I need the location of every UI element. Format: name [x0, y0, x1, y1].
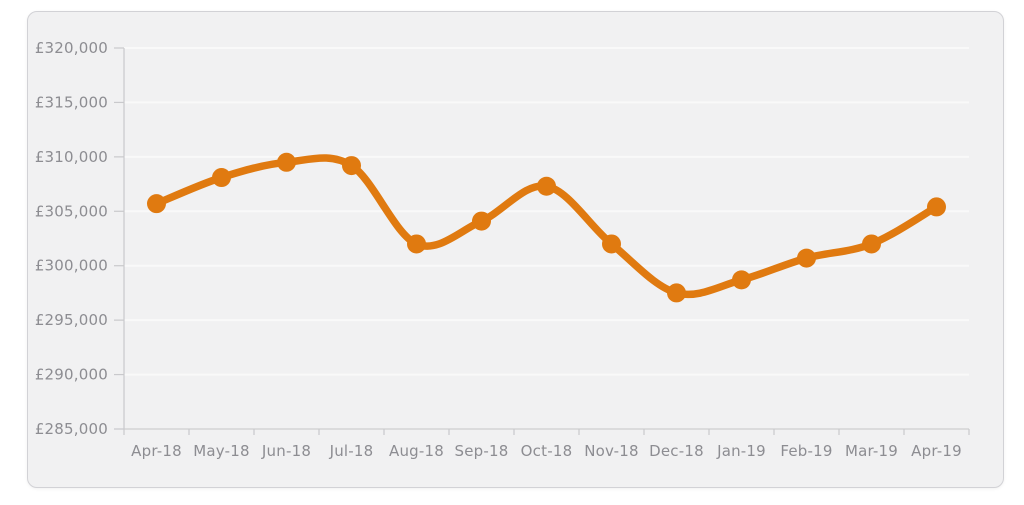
- data-point-marker: [147, 194, 166, 214]
- y-axis-label: £285,000: [35, 420, 108, 438]
- data-point-marker: [667, 283, 686, 303]
- data-point-marker: [732, 270, 751, 290]
- data-point-marker: [797, 248, 816, 268]
- x-axis-label: Sep-18: [455, 442, 509, 460]
- line-chart: £320,000 £315,000 £310,000 £305,000 £300,000…: [35, 39, 970, 460]
- y-axis-label: £290,000: [35, 366, 108, 384]
- y-axis-label: £305,000: [35, 202, 108, 220]
- x-axis-label: Jan-19: [716, 442, 766, 460]
- x-axis-label: Apr-19: [911, 442, 962, 460]
- data-point-marker: [342, 156, 361, 176]
- data-point-marker: [277, 152, 296, 172]
- x-axis-label: Jul-18: [329, 442, 374, 460]
- y-axis-label: £300,000: [35, 257, 108, 275]
- data-point-marker: [537, 176, 556, 196]
- x-axis-label: Aug-18: [389, 442, 444, 460]
- data-point-marker: [212, 168, 231, 188]
- y-axis-label: £320,000: [35, 39, 108, 57]
- x-axis-label: May-18: [193, 442, 249, 460]
- y-axis-label: £295,000: [35, 311, 108, 329]
- x-axis-label: Jun-18: [261, 442, 311, 460]
- chart-card: £320,000 £315,000 £310,000 £305,000 £300,000…: [27, 11, 1004, 488]
- x-axis-label: Feb-19: [780, 442, 832, 460]
- data-point-marker: [927, 197, 946, 217]
- data-point-marker: [602, 234, 621, 254]
- data-point-marker: [862, 234, 881, 254]
- x-axis-label: Apr-18: [131, 442, 182, 460]
- x-axis-label: Dec-18: [649, 442, 704, 460]
- x-axis-label: Nov-18: [584, 442, 639, 460]
- x-axis-label: Oct-18: [521, 442, 573, 460]
- y-axis-label: £315,000: [35, 93, 108, 111]
- y-axis-label: £310,000: [35, 148, 108, 166]
- x-axis-label: Mar-19: [845, 442, 898, 460]
- data-point-marker: [472, 211, 491, 231]
- data-point-marker: [407, 234, 426, 254]
